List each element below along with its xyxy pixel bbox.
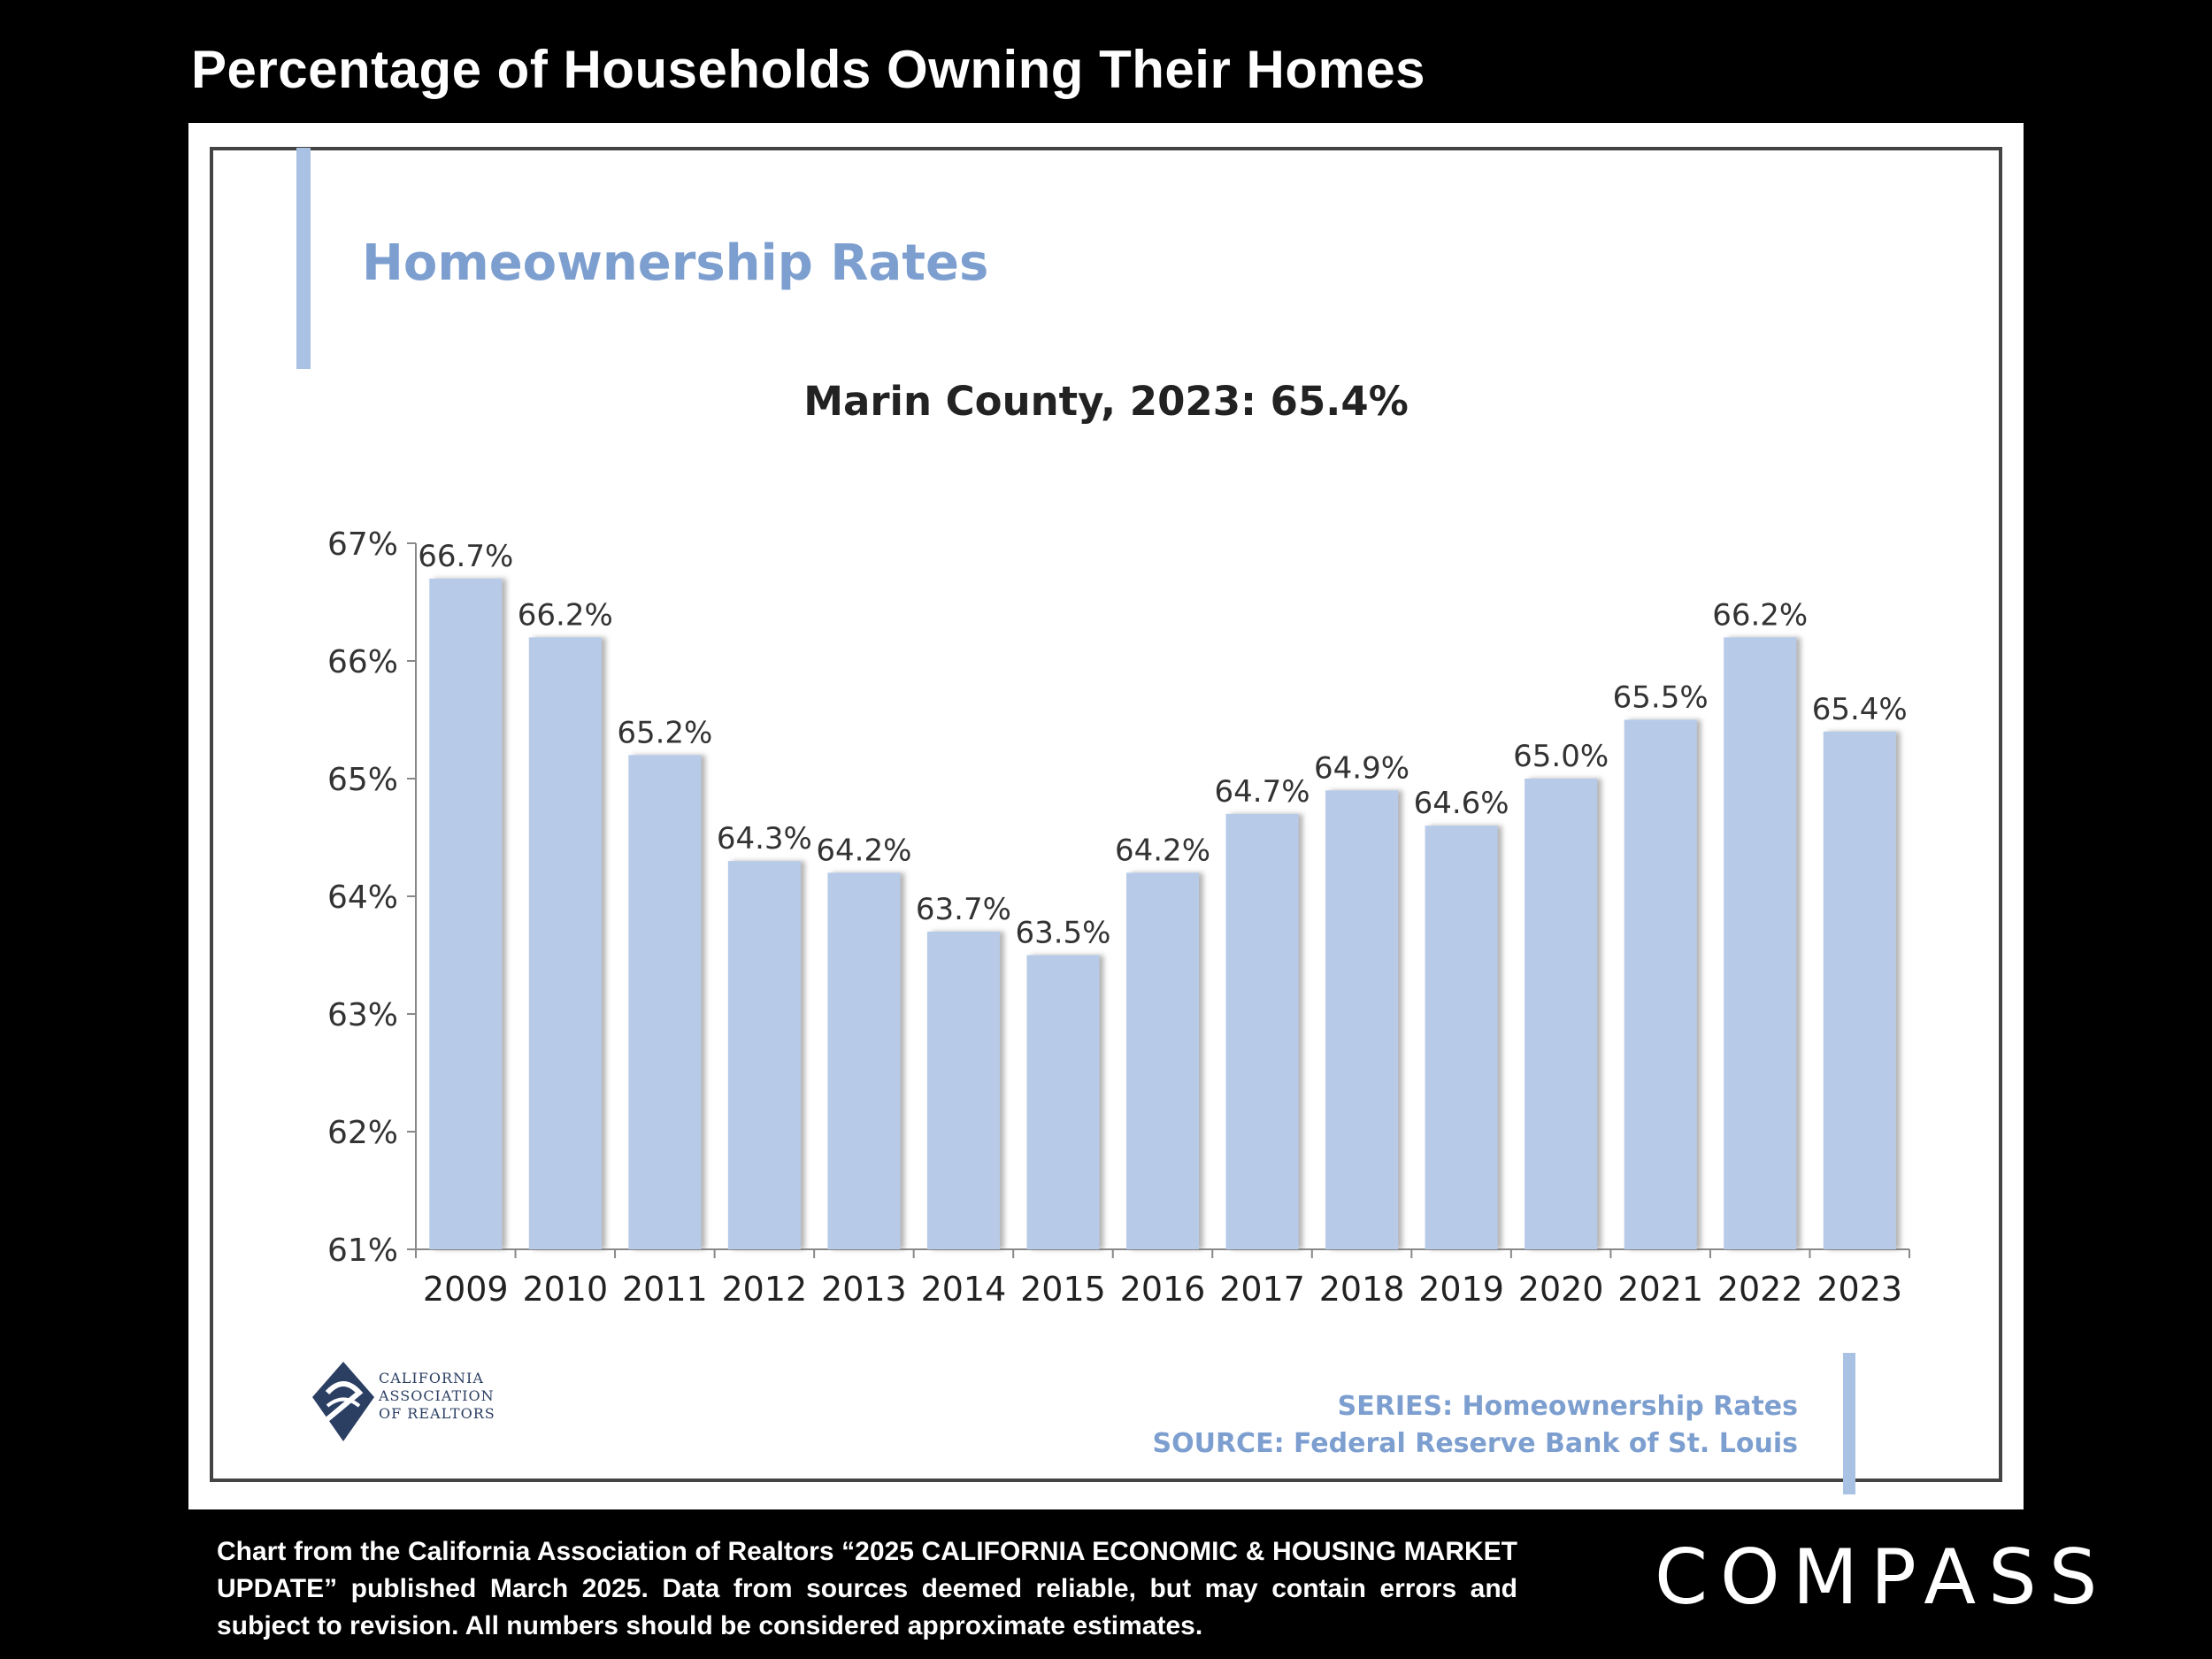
source-accent-bar (1843, 1353, 1855, 1494)
x-tick-label-2023: 2023 (1816, 1270, 1902, 1309)
y-tick-label: 62% (327, 1115, 398, 1151)
source-note: SERIES: Homeownership Rates SOURCE: Fede… (1152, 1388, 1798, 1463)
y-tick-label: 67% (327, 526, 398, 563)
data-label-2023: 65.4% (1812, 692, 1908, 727)
series-line: SERIES: Homeownership Rates (1337, 1391, 1798, 1422)
x-tick-label-2015: 2015 (1020, 1270, 1106, 1309)
bar-2015 (1026, 955, 1100, 1249)
bar-2017 (1225, 813, 1299, 1249)
bar-2016 (1126, 872, 1199, 1249)
x-tick-label-2014: 2014 (921, 1270, 1007, 1309)
data-label-2016: 64.2% (1115, 833, 1210, 868)
data-label-2015: 63.5% (1015, 916, 1110, 951)
bar-2011 (628, 755, 702, 1249)
y-tick-label: 66% (327, 644, 398, 680)
data-label-2018: 64.9% (1314, 750, 1409, 786)
data-label-2019: 64.6% (1414, 786, 1509, 821)
car-logo-icon (312, 1362, 374, 1441)
data-label-2011: 65.2% (617, 715, 712, 750)
data-label-2013: 64.2% (816, 833, 911, 868)
bar-2010 (528, 637, 602, 1249)
page-title: Percentage of Households Owning Their Ho… (191, 40, 1426, 99)
bar-2012 (727, 861, 801, 1249)
bar-2018 (1325, 790, 1399, 1249)
data-label-2014: 63.7% (916, 892, 1011, 927)
bar-2022 (1724, 637, 1797, 1249)
chart-heading: Homeownership Rates (362, 234, 989, 292)
y-tick-label: 63% (327, 997, 398, 1033)
panel-frame (210, 147, 2002, 1482)
x-tick-label-2018: 2018 (1319, 1270, 1405, 1309)
y-tick-label: 65% (327, 762, 398, 798)
x-tick-label-2012: 2012 (722, 1270, 808, 1309)
bar-2013 (827, 872, 901, 1249)
chart-panel: Homeownership Rates Marin County, 2023: … (188, 123, 2024, 1509)
x-tick-label-2013: 2013 (821, 1270, 907, 1309)
heading-accent-bar (296, 148, 311, 369)
data-label-2021: 65.5% (1613, 680, 1709, 716)
bar-2023 (1823, 731, 1896, 1249)
x-tick-label-2019: 2019 (1418, 1270, 1504, 1309)
bar-2009 (429, 578, 503, 1249)
footnote: Chart from the California Association of… (217, 1537, 1517, 1640)
bar-chart: 61% 62% 63% 64% 65% 66% 67% 66.7% 2009 66.2% 2010 6… (327, 526, 1910, 1309)
compass-logo: COMPASS (1655, 1538, 2124, 1617)
logo-text: CALIFORNIA ASSOCIATION OF REALTORS (379, 1370, 495, 1422)
x-tick-label-2021: 2021 (1617, 1270, 1703, 1309)
data-label-2020: 65.0% (1513, 739, 1609, 774)
data-label-2010: 66.2% (518, 597, 613, 633)
data-label-2009: 66.7% (418, 539, 513, 574)
x-tick-label-2011: 2011 (622, 1270, 708, 1309)
source-line: SOURCE: Federal Reserve Bank of St. Loui… (1152, 1428, 1798, 1459)
car-logo: CALIFORNIA ASSOCIATION OF REALTORS (308, 1357, 520, 1455)
y-tick-label: 61% (327, 1233, 398, 1269)
bar-2014 (926, 931, 1000, 1249)
data-label-2022: 66.2% (1712, 597, 1808, 633)
x-tick-label-2010: 2010 (522, 1270, 608, 1309)
bar-2021 (1624, 719, 1697, 1249)
bar-2020 (1525, 779, 1598, 1249)
x-tick-label-2022: 2022 (1717, 1270, 1803, 1309)
bar-2019 (1425, 826, 1498, 1249)
data-label-2017: 64.7% (1215, 774, 1310, 810)
brand-wordmark: COMPASS (1655, 1533, 2110, 1622)
y-tick-label: 64% (327, 879, 398, 916)
x-tick-label-2016: 2016 (1120, 1270, 1206, 1309)
x-tick-label-2017: 2017 (1219, 1270, 1305, 1309)
x-tick-label-2009: 2009 (423, 1270, 509, 1309)
chart-subtitle: Marin County, 2023: 65.4% (803, 378, 1409, 425)
x-tick-label-2020: 2020 (1518, 1270, 1604, 1309)
data-label-2012: 64.3% (717, 821, 812, 856)
